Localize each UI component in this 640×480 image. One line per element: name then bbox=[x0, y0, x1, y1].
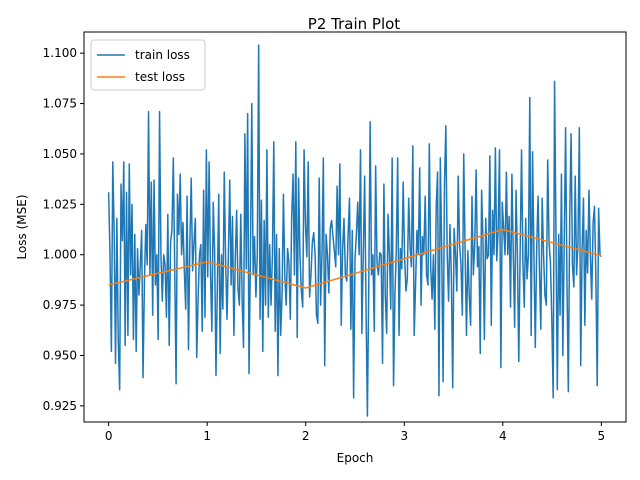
y-tick-label: 0.975 bbox=[43, 298, 77, 312]
x-tick-label: 3 bbox=[400, 429, 408, 443]
x-tick-label: 0 bbox=[105, 429, 113, 443]
axes-frame bbox=[83, 31, 627, 423]
y-tick-label: 1.000 bbox=[43, 248, 77, 262]
x-tick-label: 5 bbox=[598, 429, 606, 443]
legend-label-train-loss: train loss bbox=[135, 48, 190, 62]
series-line-test-loss bbox=[108, 228, 602, 289]
series-layer bbox=[107, 44, 602, 417]
x-tick-label: 1 bbox=[203, 429, 211, 443]
legend: train loss test loss bbox=[90, 39, 206, 91]
series-line-train-loss bbox=[107, 44, 602, 417]
y-tick-label: 0.925 bbox=[43, 399, 77, 413]
plot-area bbox=[83, 31, 627, 423]
y-axis-ticks: 0.925 0.950 0.975 1.000 1.025 1.050 1.075 1.100 bbox=[43, 46, 84, 413]
x-axis-ticks: 0 1 2 3 4 5 bbox=[105, 422, 605, 443]
y-tick-label: 1.100 bbox=[43, 46, 77, 60]
x-tick-label: 4 bbox=[499, 429, 507, 443]
y-tick-label: 1.025 bbox=[43, 197, 77, 211]
y-tick-label: 1.050 bbox=[43, 147, 77, 161]
y-axis-label: Loss (MSE) bbox=[15, 194, 29, 259]
y-tick-label: 0.950 bbox=[43, 348, 77, 362]
y-tick-label: 1.075 bbox=[43, 97, 77, 111]
chart-title: P2 Train Plot bbox=[308, 15, 401, 33]
x-tick-label: 2 bbox=[302, 429, 310, 443]
x-axis-label: Epoch bbox=[337, 451, 374, 465]
legend-label-test-loss: test loss bbox=[135, 70, 185, 84]
